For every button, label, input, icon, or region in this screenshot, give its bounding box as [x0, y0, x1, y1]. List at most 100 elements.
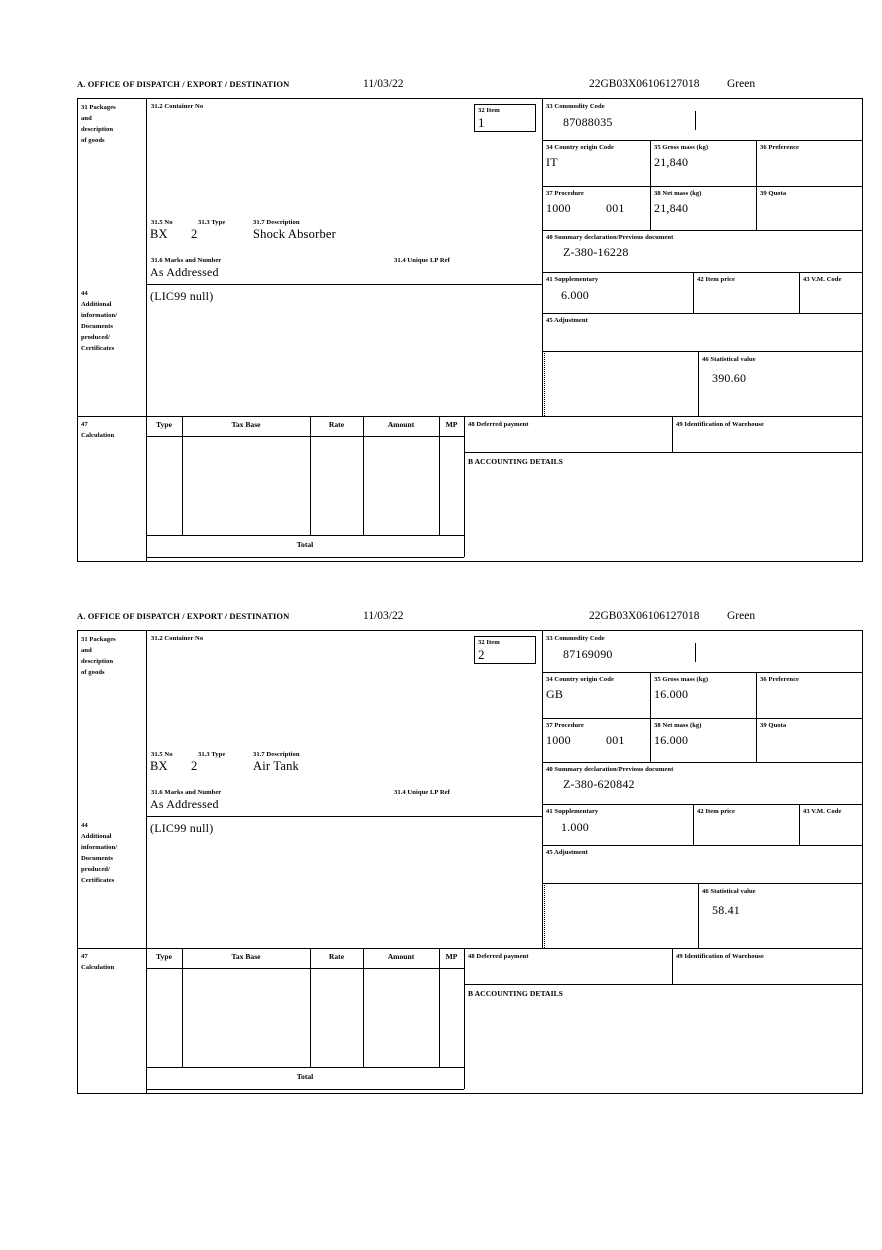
quota-label: 39 Quota [760, 722, 787, 729]
form-body: 32 Item 2 31.2 Container No 31 Packages … [77, 630, 863, 1094]
goods-description-label: 31.7 Description [253, 751, 300, 758]
country-origin-code-label: 34 Country origin Code [546, 144, 614, 151]
additional-information-value: (LIC99 null) [150, 289, 214, 303]
declaration-date: 11/03/22 [363, 78, 404, 90]
divider-46-left [698, 883, 700, 948]
divider-40-bottom [542, 272, 862, 274]
calc-col-type: Type [156, 420, 172, 429]
vm-code-label: 43 V.M. Code [803, 276, 842, 283]
procedure-label: 37 Procedure [546, 722, 584, 729]
supplementary-label: 41 Supplementary [546, 808, 599, 815]
unique-lp-ref-label: 31.4 Unique LP Ref [394, 257, 450, 264]
item-price-label: 42 Item price [697, 276, 736, 283]
form-header: A. OFFICE OF DISPATCH / EXPORT / DESTINA… [77, 610, 863, 630]
item-label: 32 Item [478, 107, 500, 114]
calc-body-bottom [146, 1067, 464, 1068]
supplementary-value: 6.000 [561, 288, 589, 302]
calc-divider-rate [363, 948, 364, 1067]
divider-commodity-bottom [542, 140, 862, 142]
mrn-number: 22GB03X06106127018 [589, 610, 700, 622]
adjustment-label: 45 Adjustment [546, 849, 588, 856]
accounting-details-label: B ACCOUNTING DETAILS [468, 989, 563, 998]
statistical-value-label: 46 Statistical value [702, 888, 756, 895]
dotted-divider-vertical [544, 883, 545, 948]
calc-left-edge [146, 948, 147, 1089]
divider-packages-bottom [146, 284, 542, 286]
package-no-label: 31.5 No [151, 219, 173, 226]
identification-of-warehouse-label: 49 Identification of Warehouse [676, 421, 764, 428]
gross-mass-label: 35 Gross mass (kg) [654, 144, 709, 151]
divider-46-left [698, 351, 700, 416]
calc-divider-taxbase [310, 948, 311, 1067]
calc-divider-type [182, 948, 183, 1067]
divider-38-39 [756, 186, 758, 230]
divider-34-row-bottom [542, 186, 862, 188]
divider-37-38 [650, 186, 652, 230]
divider-left-caption-column [146, 99, 148, 561]
divider-37-row-bottom [542, 230, 862, 232]
divider-41-42 [693, 804, 695, 845]
deferred-payment-label: 48 Deferred payment [468, 421, 529, 428]
calc-right-edge [464, 416, 465, 557]
calc-divider-taxbase [310, 416, 311, 535]
net-mass-value: 16.000 [654, 733, 689, 747]
commodity-code-label: 33 Commodity Code [546, 635, 605, 642]
calc-total-bottom [146, 557, 464, 558]
package-type-label: 31.3 Type [198, 751, 226, 758]
procedure-label: 37 Procedure [546, 190, 584, 197]
calc-col-tax-base: Tax Base [231, 420, 261, 429]
additional-information-label: 44 Additional information/ Documents pro… [81, 822, 118, 884]
net-mass-label: 38 Net mass (kg) [654, 722, 702, 729]
country-origin-code-value: IT [546, 155, 558, 169]
divider-34-35 [650, 140, 652, 186]
deferred-payment-label: 48 Deferred payment [468, 953, 529, 960]
summary-declaration-value: Z-380-16228 [563, 245, 629, 259]
package-no-value: BX [150, 227, 168, 241]
item-price-label: 42 Item price [697, 808, 736, 815]
divider-34-35 [650, 672, 652, 718]
mrn-number: 22GB03X06106127018 [589, 78, 700, 90]
calc-col-mp: MP [445, 952, 458, 961]
divider-48-49 [672, 948, 674, 984]
calc-header-bottom [146, 436, 464, 437]
statistical-value-value: 390.60 [712, 371, 747, 385]
calc-col-tax-base: Tax Base [231, 952, 261, 961]
marks-and-number-label: 31.6 Marks and Number [151, 789, 222, 796]
adjustment-label: 45 Adjustment [546, 317, 588, 324]
calc-body-bottom [146, 535, 464, 536]
sad-form-item-2: A. OFFICE OF DISPATCH / EXPORT / DESTINA… [77, 610, 863, 1094]
calculation-label: 47 Calculation [81, 953, 115, 971]
summary-declaration-value: Z-380-620842 [563, 777, 635, 791]
divider-42-43 [799, 272, 801, 313]
divider-48-49 [672, 416, 674, 452]
statistical-value-label: 46 Statistical value [702, 356, 756, 363]
divider-35-36 [756, 140, 758, 186]
item-number-box: 32 Item 2 [474, 636, 536, 664]
unique-lp-ref-label: 31.4 Unique LP Ref [394, 789, 450, 796]
goods-description-value: Air Tank [253, 759, 299, 773]
country-origin-code-label: 34 Country origin Code [546, 676, 614, 683]
item-number-value: 1 [478, 115, 485, 130]
divider-commodity-bottom [542, 672, 862, 674]
calc-divider-type [182, 416, 183, 535]
declaration-date: 11/03/22 [363, 610, 404, 622]
calc-total-label: Total [296, 540, 314, 549]
divider-45-bottom [542, 883, 862, 885]
supplementary-label: 41 Supplementary [546, 276, 599, 283]
accounting-details-label: B ACCOUNTING DETAILS [468, 457, 563, 466]
calc-col-amount: Amount [387, 420, 415, 429]
divider-calculation-top [78, 416, 862, 418]
marks-and-number-value: As Addressed [150, 265, 219, 279]
divider-right-column [542, 631, 544, 948]
divider-packages-bottom [146, 816, 542, 818]
item-label: 32 Item [478, 639, 500, 646]
calc-divider-amount [439, 416, 440, 535]
form-header: A. OFFICE OF DISPATCH / EXPORT / DESTINA… [77, 78, 863, 98]
package-no-label: 31.5 No [151, 751, 173, 758]
divider-right-column [542, 99, 544, 416]
additional-information-label: 44 Additional information/ Documents pro… [81, 290, 118, 352]
divider-35-36 [756, 672, 758, 718]
package-type-value: 2 [191, 759, 198, 773]
calculation-label: 47 Calculation [81, 421, 115, 439]
calc-divider-amount [439, 948, 440, 1067]
